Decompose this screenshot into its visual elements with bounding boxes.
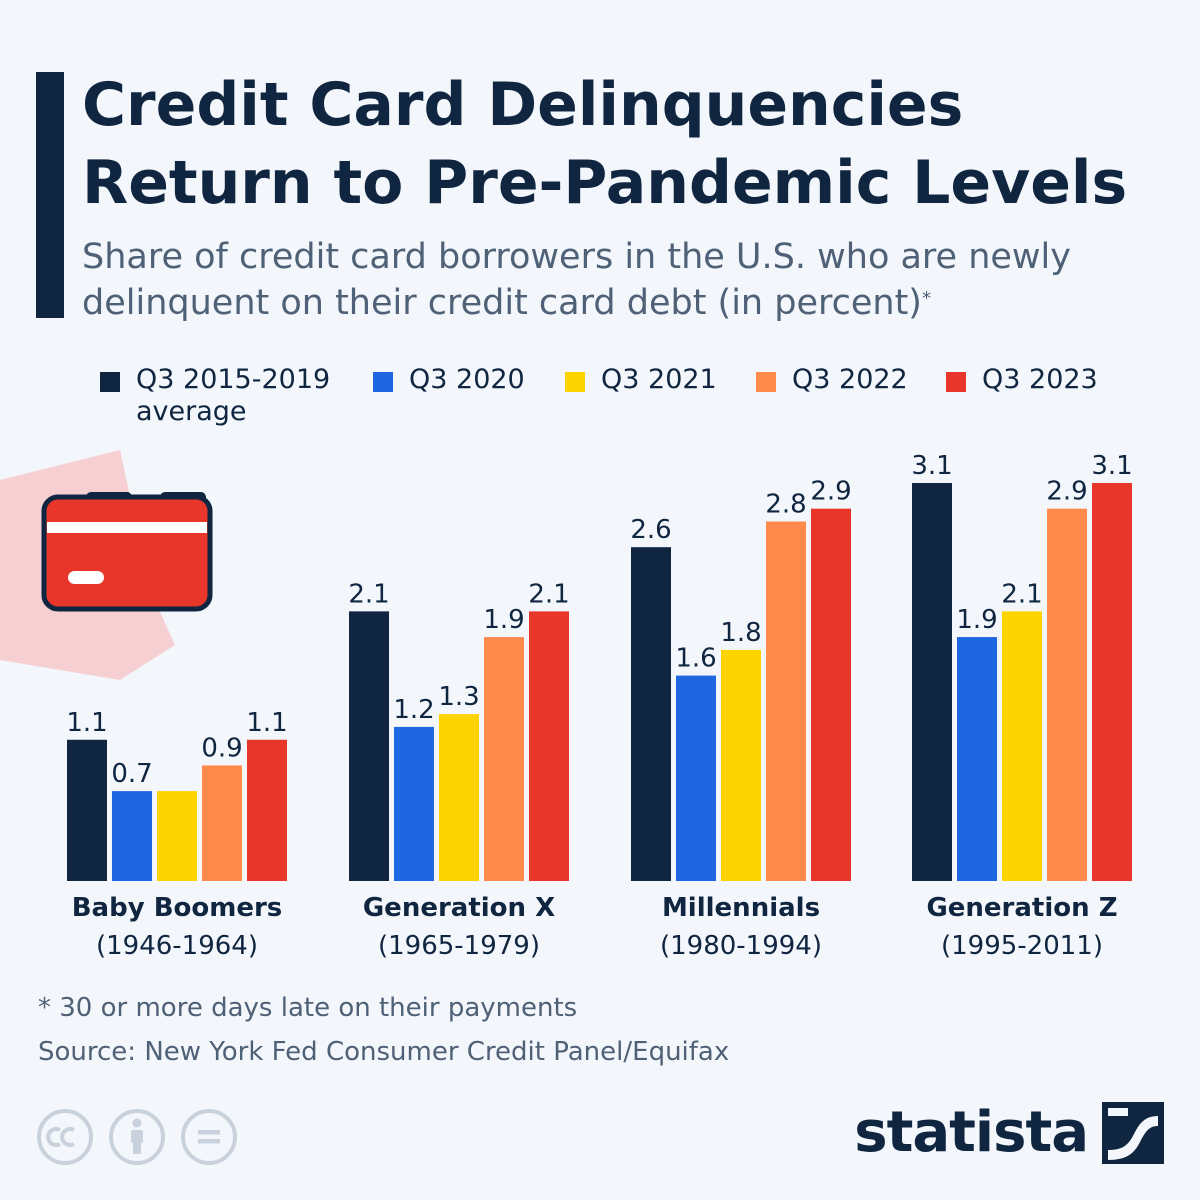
bar-millennials-3 [766,521,806,881]
bar-value-label: 1.8 [720,618,761,648]
bar-value-label: 2.9 [1046,477,1087,507]
credit-card-icon [41,492,213,612]
no-derivatives-icon[interactable] [180,1108,238,1166]
legend-swatch [100,372,120,392]
legend-swatch [373,372,393,392]
category-years-generation-x: (1965-1979) [378,931,540,961]
category-labels-layer: Baby Boomers (1946-1964) Generation X (1965… [72,893,1118,961]
bar-value-label: 2.6 [630,515,671,545]
bar-millennials-0 [631,547,671,881]
cc-icon[interactable] [36,1108,94,1166]
chart-legend: Q3 2015-2019 average Q3 2020 Q3 2021 Q3 … [100,364,1180,434]
legend-item-2020: Q3 2020 [373,364,525,396]
legend-label: Q3 2022 [792,364,908,395]
bar-value-label: 1.6 [675,644,716,674]
bar-chart: 1.10.70.91.12.11.2 1.31.92.12.61.61.82.8 2… [0,450,1133,961]
bar-value-label: 1.1 [66,708,107,738]
credit-card-illustration [0,450,213,680]
legend-swatch [946,372,966,392]
subtitle-footnote-mark: * [921,288,931,309]
legend-swatch [565,372,585,392]
bar-value-label: 1.9 [956,605,997,635]
title-accent-bar [36,72,64,318]
bars-layer [67,483,1132,881]
bar-millennials-1 [676,675,716,881]
category-years-millennials: (1980-1994) [660,931,822,961]
footnote: * 30 or more days late on their payments [38,993,578,1023]
bar-baby-boomers-2 [157,791,197,881]
legend-item-2015-2019: Q3 2015-2019 average [100,364,330,428]
category-label-baby-boomers: Baby Boomers [72,893,283,923]
card-body [41,494,213,612]
chart-subtitle: Share of credit card borrowers in the U.… [82,234,1172,326]
category-years-generation-z: (1995-2011) [941,931,1103,961]
category-label-generation-x: Generation X [363,893,555,923]
legend-label: Q3 2021 [601,364,717,395]
bar-value-label: 2.8 [765,490,806,520]
bar-value-label: 3.1 [911,451,952,481]
bar-value-label: 1.9 [483,605,524,635]
bar-value-label: 2.1 [1001,579,1042,609]
bar-value-label: 1.3 [438,682,479,712]
bar-generation-x-0 [349,611,389,881]
bar-millennials-2 [721,649,761,881]
bar-millennials-4 [811,508,851,881]
bar-generation-x-1 [394,726,434,881]
legend-label-line2: average [136,396,247,427]
bar-generation-z-1 [957,637,997,881]
bar-generation-z-2 [1002,611,1042,881]
legend-label: Q3 2015-2019 average [136,364,330,428]
bar-baby-boomers-4 [247,739,287,881]
legend-item-2022: Q3 2022 [756,364,908,396]
brand-logo[interactable]: statista [854,1098,1164,1168]
bar-value-label: 0.9 [201,733,242,763]
bar-generation-z-3 [1047,508,1087,881]
bar-value-label: 2.1 [348,579,389,609]
legend-label-line1: Q3 2015-2019 [136,364,331,395]
category-years-baby-boomers: (1946-1964) [96,931,258,961]
bar-generation-x-4 [529,611,569,881]
bar-generation-z-0 [912,483,952,881]
legend-label: Q3 2023 [982,364,1098,395]
labels-layer: 1.10.70.91.12.11.2 1.31.92.12.61.61.82.8 2… [66,451,1132,789]
bar-baby-boomers-0 [67,739,107,881]
category-label-generation-z: Generation Z [926,893,1117,923]
legend-item-2023: Q3 2023 [946,364,1098,396]
brand-name: statista [854,1100,1089,1165]
bar-value-label: 1.1 [246,708,287,738]
bar-value-label: 3.1 [1091,451,1132,481]
legend-swatch [756,372,776,392]
bar-baby-boomers-3 [202,765,242,881]
bar-value-label: 2.1 [528,579,569,609]
subtitle-text: Share of credit card borrowers in the U.… [82,237,1071,323]
bar-value-label: 1.2 [393,695,434,725]
legend-item-2021: Q3 2021 [565,364,717,396]
bar-generation-x-2 [439,714,479,881]
category-label-millennials: Millennials [662,893,820,923]
chart-title: Credit Card Delinquencies Return to Pre-… [82,70,1128,218]
license-icons [36,1108,238,1166]
bar-generation-x-3 [484,637,524,881]
source-note: Source: New York Fed Consumer Credit Pan… [38,1037,730,1067]
attribution-icon[interactable] [108,1108,166,1166]
card-chip [68,571,104,584]
bar-baby-boomers-1 [112,791,152,881]
legend-label: Q3 2020 [409,364,525,395]
card-stripe [47,522,207,533]
bar-value-label: 0.7 [111,759,152,789]
brand-mark-icon [1102,1102,1164,1164]
bar-value-label: 2.9 [810,477,851,507]
bar-generation-z-4 [1092,483,1132,881]
